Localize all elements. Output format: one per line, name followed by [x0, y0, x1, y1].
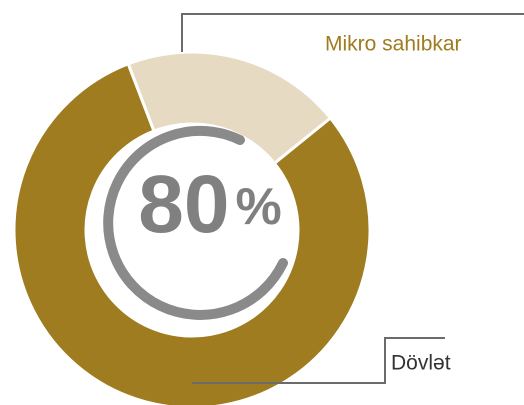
legend-label: Dövlət [391, 352, 451, 375]
leader-line [181, 13, 524, 52]
slice [12, 61, 372, 405]
leader-line [192, 337, 445, 384]
legend-label: Mikro sahibkar [325, 33, 462, 56]
slice [126, 50, 333, 166]
value-label: 80% [138, 159, 281, 250]
donut [12, 50, 372, 405]
decor-arc [103, 125, 288, 320]
